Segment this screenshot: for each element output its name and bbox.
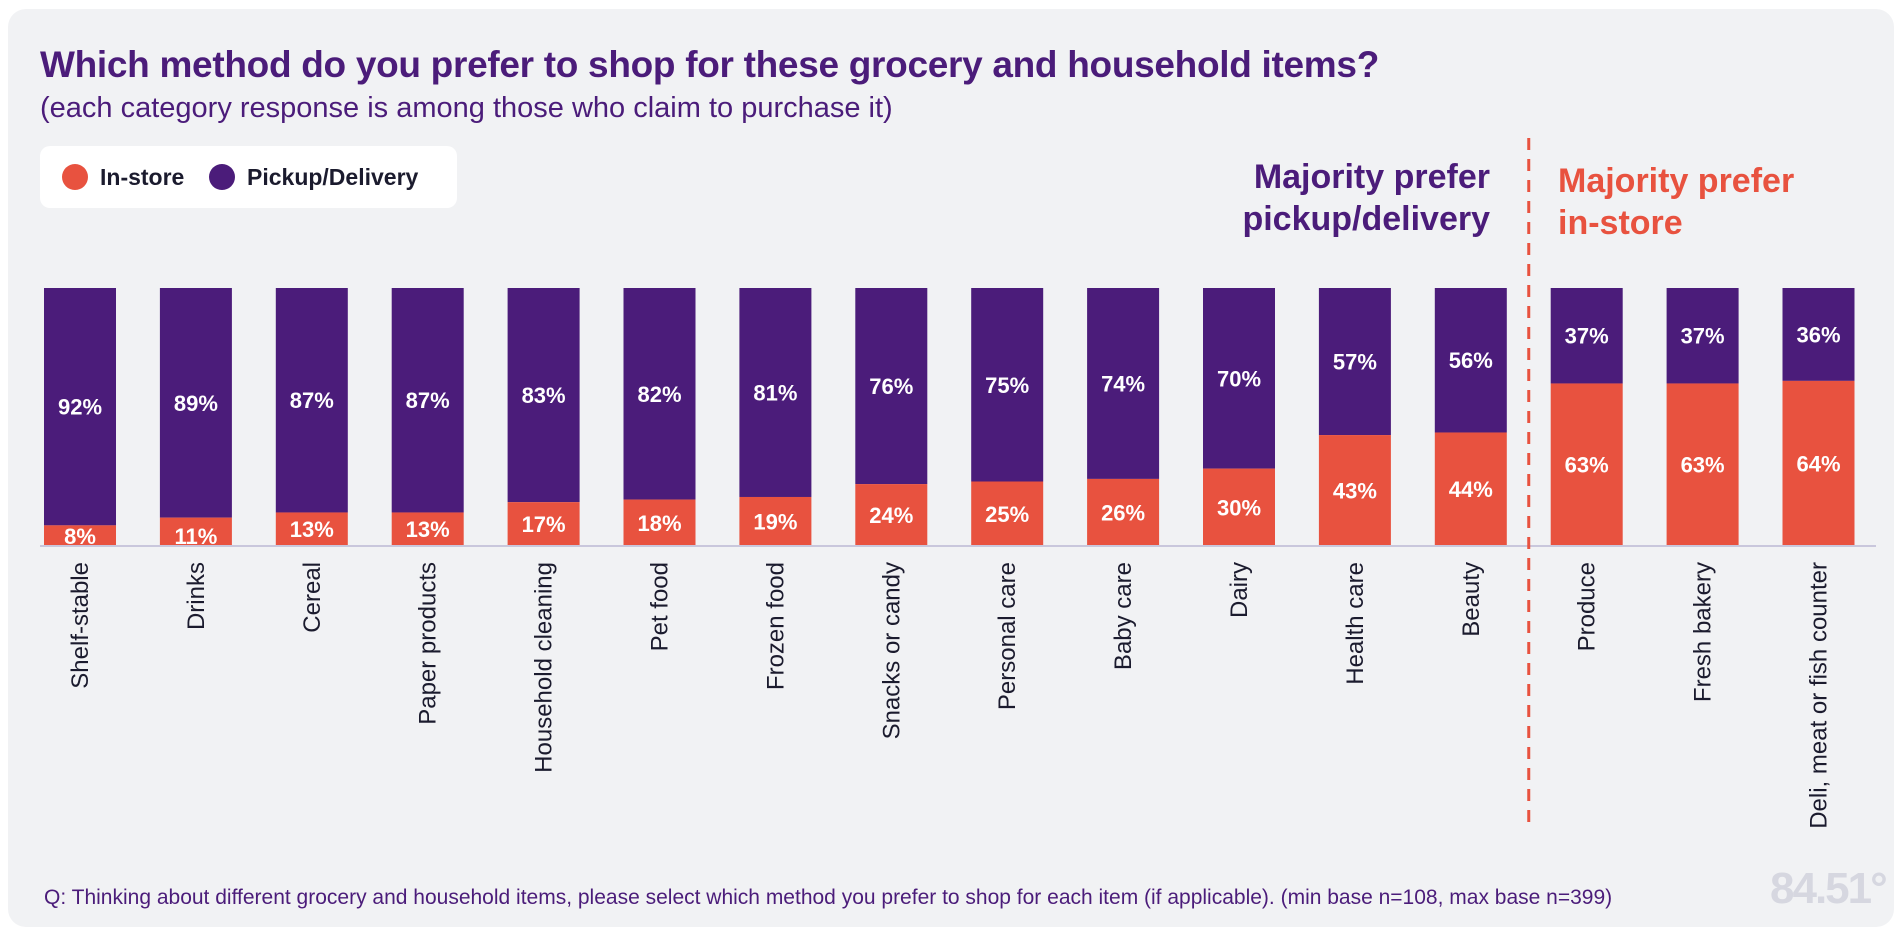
data-label-instore-8: 25% [985, 502, 1029, 527]
data-label-pickup-14: 37% [1681, 324, 1725, 349]
bar-instore-7 [855, 484, 928, 546]
category-label-7: Snacks or candy [878, 562, 905, 739]
data-label-instore-14: 63% [1681, 453, 1725, 478]
category-label-6: Frozen food [762, 562, 789, 690]
category-label-2: Cereal [299, 562, 326, 633]
data-label-pickup-13: 37% [1565, 324, 1609, 349]
bar-pickup-13 [1550, 288, 1623, 384]
bar-pickup-7 [855, 288, 928, 485]
category-label-13: Produce [1574, 562, 1601, 651]
annotation-pickup-line1: Majority prefer [1253, 158, 1490, 196]
legend-label-instore: In-store [100, 163, 185, 190]
data-label-pickup-10: 70% [1217, 366, 1261, 391]
data-label-instore-7: 24% [869, 503, 913, 528]
data-label-pickup-1: 89% [174, 391, 218, 416]
bar-instore-2 [275, 512, 348, 546]
bar-pickup-5 [623, 288, 696, 500]
chart-title: Which method do you prefer to shop for t… [40, 44, 1379, 85]
bar-instore-1 [159, 517, 232, 546]
bar-instore-4 [507, 502, 580, 546]
footnote: Q: Thinking about different grocery and … [44, 886, 1613, 909]
bar-pickup-2 [275, 288, 348, 513]
category-label-1: Drinks [183, 562, 210, 630]
bar-pickup-4 [507, 288, 580, 503]
chart-subtitle: (each category response is among those w… [40, 92, 893, 124]
bar-pickup-12 [1434, 288, 1507, 433]
annotation-pickup-line2: pickup/delivery [1242, 200, 1490, 238]
data-label-instore-0: 8% [64, 524, 96, 549]
data-label-pickup-6: 81% [753, 380, 797, 405]
data-label-instore-5: 18% [637, 511, 681, 536]
data-label-instore-2: 13% [290, 517, 334, 542]
data-label-pickup-4: 83% [522, 383, 566, 408]
category-label-15: Deli, meat or fish counter [1806, 562, 1833, 829]
annotation-majority-pickup: Majority prefer pickup/delivery [1242, 156, 1490, 240]
data-label-pickup-15: 36% [1796, 322, 1840, 347]
bar-instore-3 [391, 512, 464, 546]
bar-instore-9 [1087, 478, 1160, 546]
bar-instore-14 [1666, 383, 1739, 546]
data-label-pickup-3: 87% [406, 388, 450, 413]
data-label-pickup-9: 74% [1101, 371, 1145, 396]
data-label-instore-10: 30% [1217, 495, 1261, 520]
category-label-0: Shelf-stable [67, 562, 94, 689]
bar-instore-6 [739, 496, 812, 546]
annotation-instore-line2: in-store [1558, 204, 1683, 242]
legend: In-store Pickup/Delivery [40, 146, 457, 208]
bar-pickup-14 [1666, 288, 1739, 384]
category-label-14: Fresh bakery [1690, 562, 1717, 702]
data-label-pickup-11: 57% [1333, 350, 1377, 375]
bar-pickup-10 [1203, 288, 1275, 469]
data-label-pickup-8: 75% [985, 373, 1029, 398]
bar-instore-5 [623, 499, 696, 546]
category-label-11: Health care [1342, 562, 1369, 685]
category-label-3: Paper products [415, 562, 442, 725]
data-label-instore-13: 63% [1565, 453, 1609, 478]
bar-instore-8 [971, 481, 1044, 546]
legend-label-pickup: Pickup/Delivery [247, 163, 419, 190]
category-label-8: Personal care [994, 562, 1021, 710]
data-label-instore-6: 19% [753, 509, 797, 534]
data-label-instore-1: 11% [174, 524, 217, 549]
data-label-instore-9: 26% [1101, 500, 1145, 525]
category-label-5: Pet food [647, 562, 674, 651]
bar-instore-10 [1203, 468, 1275, 546]
pickup-dot-icon [209, 164, 235, 190]
legend-item-instore: In-store [62, 146, 184, 208]
bar-pickup-9 [1087, 288, 1160, 479]
instore-dot-icon [62, 164, 88, 190]
annotation-majority-instore: Majority prefer in-store [1558, 160, 1794, 244]
legend-item-pickup: Pickup/Delivery [209, 146, 418, 208]
brand-logo: 84.51° [1770, 864, 1888, 913]
bar-pickup-6 [739, 288, 812, 497]
bar-pickup-8 [971, 288, 1044, 482]
data-label-pickup-5: 82% [637, 382, 681, 407]
bar-instore-11 [1318, 435, 1391, 546]
bar-instore-0 [44, 525, 116, 546]
category-label-9: Baby care [1110, 562, 1137, 670]
category-label-10: Dairy [1226, 562, 1253, 618]
bar-pickup-0 [44, 288, 116, 526]
data-label-pickup-0: 92% [58, 395, 102, 420]
bar-pickup-11 [1318, 288, 1391, 436]
category-label-4: Household cleaning [531, 562, 558, 773]
data-label-instore-4: 17% [522, 512, 566, 537]
bar-instore-15 [1782, 380, 1855, 546]
data-label-pickup-2: 87% [290, 388, 334, 413]
data-label-instore-15: 64% [1796, 451, 1840, 476]
bar-pickup-1 [159, 288, 232, 518]
data-label-instore-12: 44% [1449, 477, 1493, 502]
bar-instore-13 [1550, 383, 1623, 546]
data-label-instore-11: 43% [1333, 479, 1377, 504]
data-label-pickup-7: 76% [869, 374, 913, 399]
category-label-12: Beauty [1458, 562, 1485, 637]
data-label-pickup-12: 56% [1449, 348, 1493, 373]
annotation-instore-line1: Majority prefer [1558, 162, 1795, 200]
bar-instore-12 [1434, 432, 1507, 546]
data-label-instore-3: 13% [406, 517, 450, 542]
bar-pickup-15 [1782, 288, 1855, 381]
bar-pickup-3 [391, 288, 464, 513]
